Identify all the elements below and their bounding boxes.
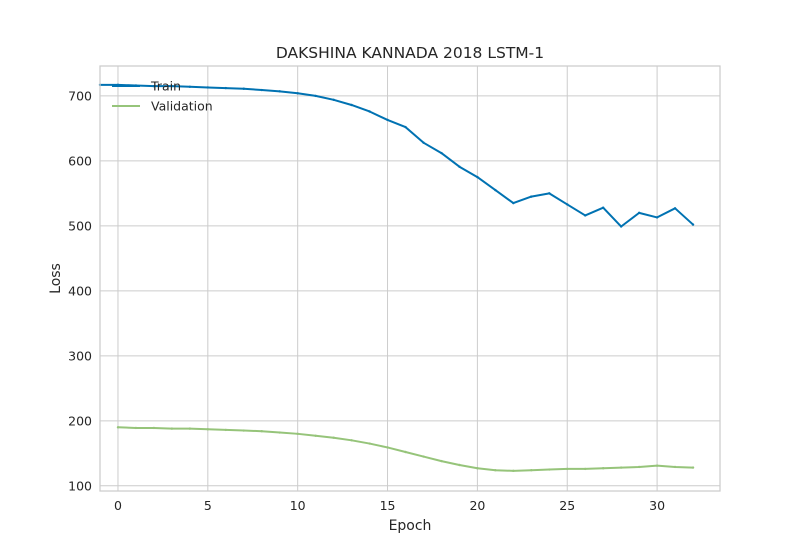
x-axis-title: Epoch (389, 518, 432, 534)
data-point-train (458, 165, 461, 168)
data-point-train (512, 201, 515, 205)
data-point-train (530, 195, 533, 198)
data-point-train (494, 188, 497, 192)
data-point-train (188, 85, 192, 88)
data-point-train (673, 207, 677, 210)
data-point-validation (494, 469, 497, 472)
data-point-train (350, 103, 353, 107)
legend-label-validation: Validation (151, 99, 213, 114)
x-tick-label: 10 (290, 498, 306, 513)
data-point-validation (584, 467, 587, 471)
data-point-train (224, 86, 227, 90)
data-point-validation (404, 450, 407, 454)
data-point-validation (673, 465, 677, 469)
data-point-train (368, 110, 371, 113)
y-tick-label: 400 (68, 283, 92, 298)
y-tick-label: 200 (68, 413, 92, 428)
chart-title: DAKSHINA KANNADA 2018 LSTM-1 (276, 44, 544, 62)
data-point-validation (512, 469, 515, 473)
tick-labels: 0 5 10 15 20 25 30 100 200 300 400 500 600 700 (68, 88, 665, 513)
data-point-validation (278, 431, 281, 434)
data-point-validation (458, 463, 461, 467)
data-point-train (619, 225, 623, 228)
legend-label-train: Train (150, 79, 181, 94)
data-point-train (242, 87, 245, 90)
data-point-validation (116, 426, 120, 429)
x-tick-label: 25 (559, 498, 575, 513)
data-point-validation (170, 427, 174, 430)
data-point-train (206, 86, 210, 89)
data-point-train (691, 223, 695, 226)
data-point-validation (206, 428, 210, 431)
data-point-validation (601, 467, 605, 470)
data-point-validation (368, 442, 371, 445)
data-point-validation (476, 467, 479, 470)
data-point-train (655, 216, 659, 219)
y-axis-title: Loss (48, 263, 64, 294)
data-point-validation (691, 466, 695, 469)
data-point-validation (440, 459, 443, 463)
x-tick-label: 15 (380, 498, 396, 513)
x-tick-label: 0 (114, 498, 122, 513)
data-point-validation (530, 469, 533, 472)
y-tick-label: 600 (68, 153, 92, 168)
data-point-validation (224, 428, 227, 432)
data-point-train (476, 175, 479, 179)
data-point-validation (566, 467, 569, 471)
y-tick-label: 100 (68, 478, 92, 493)
data-point-train (314, 94, 317, 98)
data-point-validation (296, 432, 299, 436)
data-point-train (422, 141, 425, 144)
data-point-train (152, 84, 156, 88)
data-point-validation (637, 465, 641, 469)
grid-lines (100, 66, 720, 491)
legend: Train Validation (112, 79, 213, 114)
x-tick-label: 30 (649, 498, 665, 513)
y-tick-label: 500 (68, 218, 92, 233)
series-line-train (100, 83, 694, 228)
data-point-train (440, 151, 443, 155)
data-point-train (260, 88, 263, 92)
y-tick-label: 300 (68, 348, 92, 363)
data-point-train (296, 92, 299, 95)
data-point-validation (188, 427, 192, 430)
data-point-validation (332, 436, 335, 439)
y-tick-label: 700 (68, 88, 92, 103)
data-point-validation (422, 455, 425, 458)
data-point-train (601, 206, 605, 209)
data-point-train (637, 211, 641, 215)
plot-area (100, 66, 720, 491)
data-point-validation (386, 446, 389, 449)
data-point-train (566, 203, 569, 206)
data-point-train (584, 214, 587, 217)
data-point-train (404, 125, 407, 129)
data-point-validation (152, 426, 156, 430)
data-point-train (548, 192, 551, 195)
x-tick-label: 20 (469, 498, 485, 513)
data-point-validation (314, 434, 317, 437)
x-tick-label: 5 (204, 498, 212, 513)
data-point-train (332, 98, 335, 101)
data-point-train (170, 84, 174, 88)
data-point-validation (619, 466, 623, 469)
data-point-validation (548, 468, 551, 471)
data-point-validation (260, 430, 263, 433)
data-point-validation (655, 464, 659, 467)
data-point-train (386, 118, 389, 122)
data-point-train (278, 90, 281, 93)
data-point-validation (242, 429, 245, 432)
plot-frame (99, 65, 721, 492)
data-point-validation (134, 426, 138, 430)
data-point-validation (350, 439, 353, 442)
